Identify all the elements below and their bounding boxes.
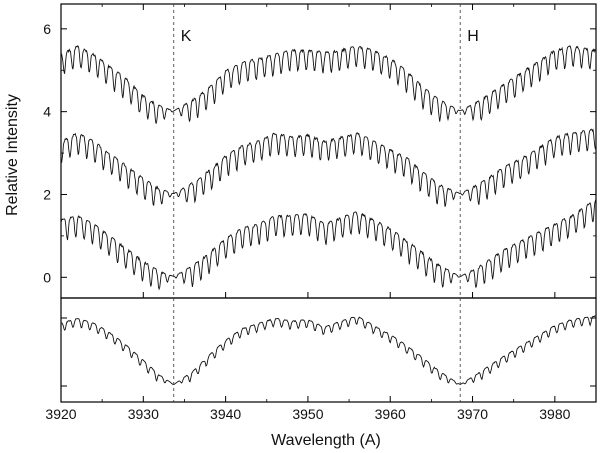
y-axis-title: Relative Intensity bbox=[4, 94, 21, 216]
spectrum-series-line bbox=[60, 315, 597, 385]
spectrum-series-line bbox=[60, 199, 597, 291]
upper-panel bbox=[60, 3, 597, 299]
reference-line-label: H bbox=[467, 28, 479, 45]
upper-panel-frame bbox=[60, 3, 597, 299]
spectrum-series-line bbox=[60, 45, 597, 124]
x-tick-label: 3970 bbox=[457, 406, 488, 422]
x-tick-label: 3930 bbox=[128, 406, 159, 422]
x-tick-label: 3980 bbox=[539, 406, 570, 422]
spectrum-series-line bbox=[60, 128, 597, 207]
x-tick-label: 3950 bbox=[292, 406, 323, 422]
lower-panel bbox=[60, 297, 597, 403]
y-tick-label: 6 bbox=[43, 21, 51, 37]
x-axis: 3920 3930 3940 3950 3960 3970 3980 bbox=[45, 4, 571, 422]
y-tick-label: 4 bbox=[43, 104, 51, 120]
lower-panel-frame bbox=[60, 297, 597, 403]
x-tick-label: 3920 bbox=[45, 406, 76, 422]
x-tick-label: 3940 bbox=[210, 406, 241, 422]
y-tick-label: 2 bbox=[43, 186, 51, 202]
x-axis-title: Wavelength (A) bbox=[271, 432, 381, 449]
y-tick-label: 0 bbox=[43, 269, 51, 285]
x-tick-label: 3960 bbox=[375, 406, 406, 422]
y-axis: 0 2 4 6 bbox=[43, 21, 596, 387]
reference-line-label: K bbox=[181, 28, 192, 45]
